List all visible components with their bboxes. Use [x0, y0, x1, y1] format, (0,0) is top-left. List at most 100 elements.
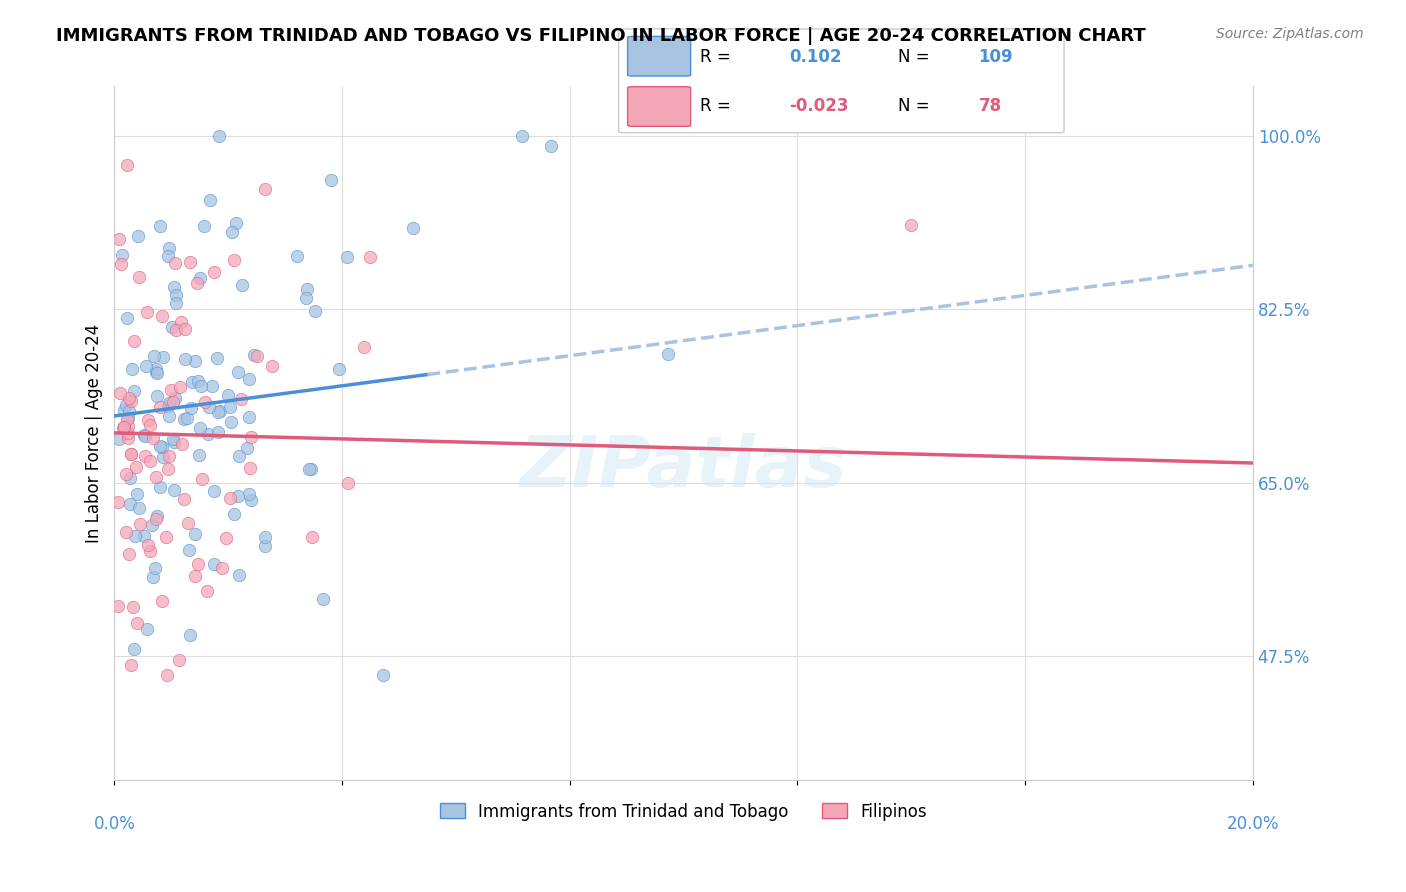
- Point: [173, 322, 195, 336]
- Point: [207, 405, 229, 419]
- Text: N =: N =: [897, 97, 929, 115]
- Point: [540, 139, 562, 153]
- Point: [201, 379, 224, 393]
- Point: [110, 386, 132, 401]
- Point: [221, 225, 243, 239]
- Point: [188, 421, 211, 435]
- Point: [124, 529, 146, 543]
- Point: [226, 489, 249, 503]
- Point: [149, 439, 172, 453]
- Point: [245, 350, 267, 364]
- FancyBboxPatch shape: [627, 87, 690, 127]
- Point: [157, 241, 180, 255]
- Point: [111, 248, 134, 262]
- Point: [190, 378, 212, 392]
- Point: [145, 469, 167, 483]
- Point: [117, 431, 139, 445]
- Point: [304, 304, 326, 318]
- Point: [162, 433, 184, 447]
- Point: [152, 351, 174, 365]
- Point: [117, 411, 139, 425]
- Point: [156, 249, 179, 263]
- Text: IMMIGRANTS FROM TRINIDAD AND TOBAGO VS FILIPINO IN LABOR FORCE | AGE 20-24 CORRE: IMMIGRANTS FROM TRINIDAD AND TOBAGO VS F…: [56, 27, 1146, 45]
- Point: [225, 216, 247, 230]
- Point: [254, 182, 277, 196]
- Point: [371, 668, 394, 682]
- Point: [134, 429, 156, 443]
- Point: [180, 401, 202, 415]
- Point: [134, 449, 156, 463]
- Point: [117, 425, 139, 440]
- Point: [120, 471, 142, 485]
- Point: [167, 653, 190, 667]
- Point: [209, 404, 232, 418]
- Point: [108, 432, 131, 446]
- Point: [243, 348, 266, 362]
- Point: [160, 319, 183, 334]
- Point: [115, 412, 138, 426]
- Point: [122, 334, 145, 348]
- Point: [143, 349, 166, 363]
- Point: [145, 512, 167, 526]
- Point: [184, 354, 207, 368]
- Point: [136, 305, 159, 319]
- Text: 0.0%: 0.0%: [93, 814, 135, 833]
- Point: [169, 315, 191, 329]
- Point: [238, 371, 260, 385]
- Point: [193, 219, 215, 233]
- Text: 0.102: 0.102: [790, 48, 842, 66]
- Point: [124, 384, 146, 398]
- Point: [115, 310, 138, 325]
- Point: [173, 492, 195, 507]
- Point: [236, 441, 259, 455]
- Point: [155, 529, 177, 543]
- Point: [198, 400, 221, 414]
- FancyBboxPatch shape: [627, 37, 690, 76]
- Point: [207, 425, 229, 440]
- Point: [231, 278, 253, 293]
- Point: [146, 389, 169, 403]
- Point: [238, 409, 260, 424]
- Point: [172, 437, 194, 451]
- Point: [202, 557, 225, 571]
- Point: [132, 529, 155, 543]
- Point: [336, 250, 359, 264]
- Point: [122, 641, 145, 656]
- Point: [125, 615, 148, 630]
- Point: [108, 232, 131, 246]
- Point: [117, 418, 139, 433]
- Point: [179, 254, 201, 268]
- Point: [150, 309, 173, 323]
- Point: [129, 516, 152, 531]
- Text: -0.023: -0.023: [790, 97, 849, 115]
- Point: [120, 394, 142, 409]
- Point: [219, 491, 242, 506]
- Point: [118, 497, 141, 511]
- Point: [128, 501, 150, 516]
- Point: [139, 454, 162, 468]
- Point: [360, 250, 382, 264]
- Text: N =: N =: [897, 48, 929, 66]
- Point: [162, 280, 184, 294]
- Point: [120, 658, 142, 673]
- Point: [187, 374, 209, 388]
- Point: [159, 383, 181, 397]
- Point: [115, 398, 138, 412]
- Point: [295, 282, 318, 296]
- Point: [112, 403, 135, 417]
- Point: [107, 495, 129, 509]
- Point: [165, 323, 187, 337]
- Point: [120, 447, 142, 461]
- Point: [173, 351, 195, 366]
- Point: [138, 413, 160, 427]
- Point: [141, 518, 163, 533]
- Point: [142, 431, 165, 445]
- Point: [135, 359, 157, 374]
- Legend: Immigrants from Trinidad and Tobago, Filipinos: Immigrants from Trinidad and Tobago, Fil…: [433, 796, 934, 827]
- Point: [226, 365, 249, 379]
- Point: [299, 462, 322, 476]
- Point: [132, 428, 155, 442]
- Point: [136, 538, 159, 552]
- Point: [112, 420, 135, 434]
- Point: [184, 527, 207, 541]
